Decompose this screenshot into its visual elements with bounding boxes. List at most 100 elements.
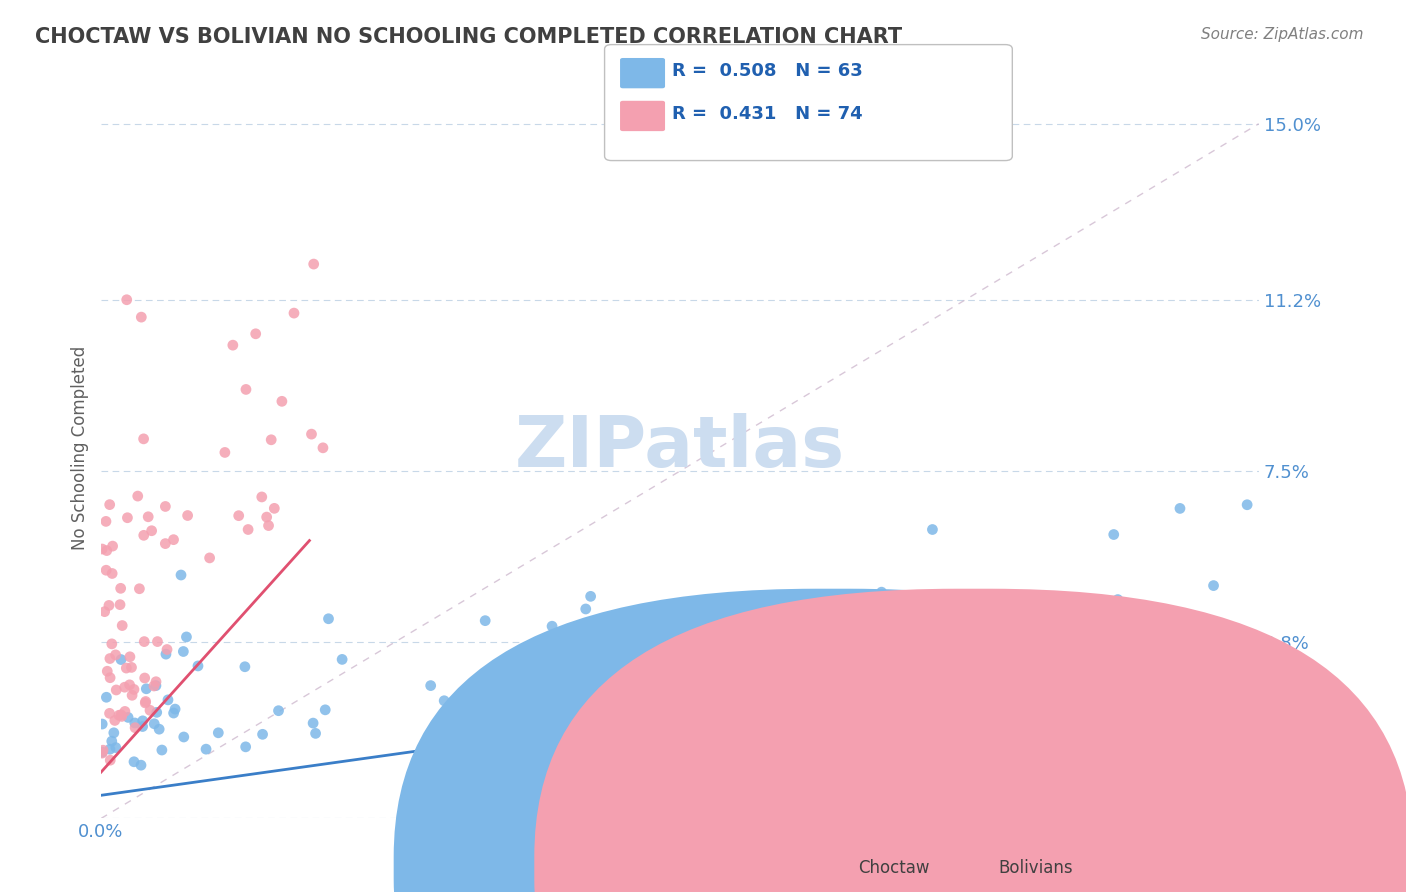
- Point: [173, 730, 195, 744]
- Point: [302, 716, 325, 731]
- Point: [155, 647, 177, 661]
- Point: [250, 490, 273, 504]
- Point: [165, 702, 187, 716]
- Point: [312, 441, 335, 455]
- Point: [195, 742, 218, 756]
- Text: CHOCTAW VS BOLIVIAN NO SCHOOLING COMPLETED CORRELATION CHART: CHOCTAW VS BOLIVIAN NO SCHOOLING COMPLET…: [35, 27, 903, 46]
- Point: [136, 509, 159, 524]
- Point: [145, 679, 167, 693]
- Point: [513, 649, 536, 664]
- Point: [117, 710, 139, 724]
- Point: [124, 716, 146, 731]
- Point: [172, 644, 194, 658]
- Point: [748, 632, 770, 647]
- Point: [419, 679, 441, 693]
- Point: [870, 585, 893, 599]
- Point: [118, 678, 141, 692]
- Point: [135, 694, 157, 708]
- Point: [921, 523, 943, 537]
- Text: R =  0.508   N = 63: R = 0.508 N = 63: [672, 62, 863, 80]
- Point: [235, 739, 257, 754]
- Point: [108, 598, 131, 612]
- Point: [132, 432, 155, 446]
- Point: [145, 706, 167, 720]
- Point: [98, 498, 121, 512]
- Point: [117, 510, 139, 524]
- Point: [131, 310, 153, 325]
- Point: [433, 694, 456, 708]
- Point: [270, 394, 292, 409]
- Point: [97, 599, 120, 613]
- Point: [121, 688, 143, 702]
- Point: [91, 746, 114, 760]
- Point: [134, 671, 156, 685]
- Point: [263, 501, 285, 516]
- Point: [131, 714, 153, 728]
- Point: [1107, 592, 1129, 607]
- Text: R =  0.431   N = 74: R = 0.431 N = 74: [672, 105, 863, 123]
- Point: [170, 568, 193, 582]
- Point: [252, 727, 274, 741]
- Point: [567, 674, 589, 689]
- Point: [110, 707, 132, 722]
- Point: [198, 550, 221, 565]
- Point: [228, 508, 250, 523]
- Point: [176, 508, 198, 523]
- Point: [187, 659, 209, 673]
- Text: ZIPatlas: ZIPatlas: [515, 414, 845, 483]
- Point: [146, 634, 169, 648]
- Point: [135, 681, 157, 696]
- Point: [104, 714, 127, 728]
- Point: [283, 306, 305, 320]
- Point: [122, 755, 145, 769]
- Point: [330, 652, 353, 666]
- Point: [541, 619, 564, 633]
- Point: [207, 726, 229, 740]
- Point: [621, 667, 644, 681]
- Point: [641, 650, 664, 665]
- Point: [314, 703, 336, 717]
- Point: [96, 690, 118, 705]
- Point: [1168, 501, 1191, 516]
- Text: Choctaw: Choctaw: [858, 859, 929, 877]
- Point: [560, 653, 582, 667]
- Point: [474, 614, 496, 628]
- Point: [118, 649, 141, 664]
- Point: [148, 722, 170, 736]
- Point: [609, 673, 631, 688]
- Point: [260, 433, 283, 447]
- Point: [162, 706, 184, 720]
- Point: [267, 704, 290, 718]
- Point: [143, 716, 166, 731]
- Point: [301, 427, 323, 442]
- Point: [110, 582, 132, 596]
- Point: [91, 745, 114, 759]
- Point: [94, 563, 117, 577]
- Point: [101, 539, 124, 553]
- Point: [139, 703, 162, 717]
- Point: [110, 652, 132, 666]
- Point: [579, 590, 602, 604]
- Point: [575, 602, 598, 616]
- Point: [91, 542, 114, 557]
- Point: [134, 634, 156, 648]
- Text: Source: ZipAtlas.com: Source: ZipAtlas.com: [1201, 27, 1364, 42]
- Point: [104, 740, 127, 755]
- Point: [141, 524, 163, 538]
- Point: [1236, 498, 1258, 512]
- Point: [318, 612, 340, 626]
- Point: [132, 528, 155, 542]
- Point: [96, 665, 118, 679]
- Point: [214, 445, 236, 459]
- Point: [256, 510, 278, 524]
- Point: [121, 660, 143, 674]
- Point: [115, 293, 138, 307]
- Y-axis label: No Schooling Completed: No Schooling Completed: [72, 346, 89, 550]
- Point: [124, 721, 146, 735]
- Point: [129, 758, 152, 772]
- Point: [245, 326, 267, 341]
- Point: [103, 726, 125, 740]
- Point: [98, 753, 121, 767]
- Point: [131, 719, 153, 733]
- Point: [304, 726, 326, 740]
